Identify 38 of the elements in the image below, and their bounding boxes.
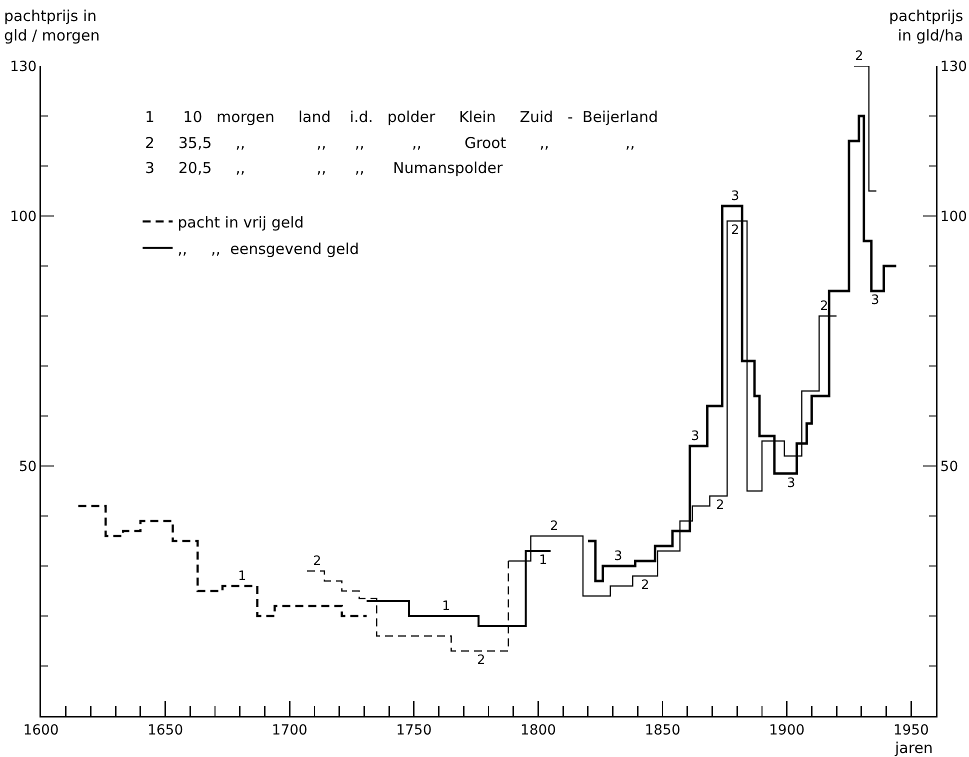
y2-tick-label: 100	[940, 208, 968, 225]
y2-tick-label: 130	[940, 58, 968, 75]
x-tick-label: 1750	[396, 722, 432, 738]
annotation: 2	[550, 519, 558, 534]
annotation: 2	[313, 554, 322, 569]
annotation: 3	[787, 476, 796, 491]
annotation: 3	[871, 293, 880, 308]
annotation: 1	[539, 553, 548, 568]
annotation: 2	[477, 653, 486, 668]
x-tick-label: 1900	[769, 722, 805, 738]
annotation: 1	[238, 569, 246, 584]
legend-label: ,, ,, eensgevend geld	[178, 240, 359, 258]
x-tick-label: 1800	[520, 722, 556, 738]
annotation: 2	[716, 498, 724, 513]
annotation: 2	[731, 223, 740, 238]
annotation: 3	[731, 189, 740, 204]
x-tick-label: 1850	[644, 722, 680, 738]
legend-label: pacht in vrij geld	[178, 213, 304, 232]
y2-tick-label: 50	[940, 458, 958, 475]
x-tick-label: 1700	[272, 722, 308, 738]
x-tick-label: 1950	[893, 722, 929, 738]
y-tick-label: 100	[10, 208, 37, 225]
x-axis-title: jaren	[894, 739, 933, 757]
y-axis-title: pachtprijs in gld / morgen	[4, 7, 100, 44]
annotation: 2	[820, 299, 828, 314]
x-tick-label: 1600	[23, 722, 59, 738]
annotation: 2 35,5 ,, ,, ,, ,, Groot ,, ,,	[145, 134, 635, 152]
y2-axis-title: pachtprijs in gld/ha	[889, 7, 964, 44]
y-tick-label: 130	[10, 58, 37, 75]
annotation: 2	[641, 578, 650, 593]
annotation: 2	[855, 49, 864, 64]
x-tick-label: 1650	[147, 722, 184, 738]
annotation: 3	[691, 429, 700, 444]
y-tick-label: 50	[18, 458, 37, 475]
annotation: 1	[442, 599, 450, 614]
annotation: 3	[614, 549, 622, 564]
annotation: 3 20,5 ,, ,, ,, Numanspolder	[145, 159, 504, 177]
annotation: 1 10 morgen land i.d. polder Klein Zuid - Beijerland	[145, 108, 658, 126]
